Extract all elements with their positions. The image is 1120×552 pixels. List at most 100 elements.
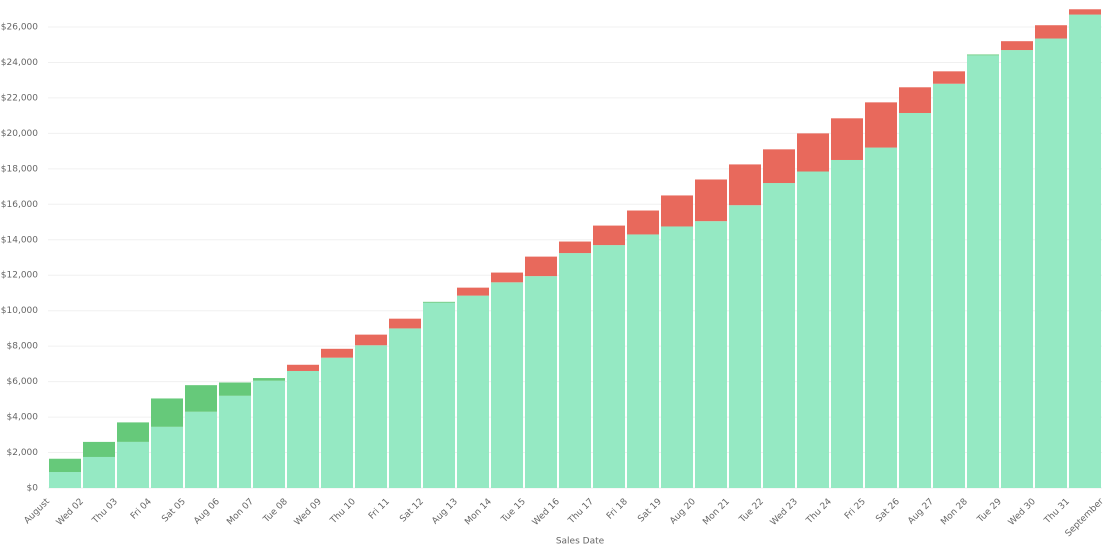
x-axis-title: Sales Date xyxy=(556,537,605,547)
x-tick-label: Tue 29 xyxy=(975,497,1004,526)
bar-segment xyxy=(457,287,489,296)
x-tick-label: Thu 17 xyxy=(566,497,596,527)
x-tick-label: Wed 09 xyxy=(293,497,324,528)
x-tick-label: Tue 22 xyxy=(737,497,766,526)
x-tick-label: Sat 05 xyxy=(160,497,188,525)
bar-segment xyxy=(797,133,829,172)
x-tick-label: Sat 12 xyxy=(398,497,426,525)
bar-segment xyxy=(763,149,795,184)
bar-segment xyxy=(695,221,727,488)
x-tick-label: Tue 08 xyxy=(261,497,290,526)
bar-segment xyxy=(661,195,693,227)
bar-segment xyxy=(593,225,625,246)
x-tick-label: Fri 11 xyxy=(367,497,392,522)
bar-segment xyxy=(219,382,251,396)
y-tick-label: $10,000 xyxy=(1,306,38,316)
bar-segment xyxy=(525,276,557,488)
bar-segment xyxy=(593,245,625,488)
y-tick-label: $12,000 xyxy=(1,271,38,281)
x-tick-label: Mon 07 xyxy=(225,497,256,528)
x-tick-label: Wed 30 xyxy=(1007,497,1038,528)
bar-segment xyxy=(389,328,421,488)
bar-segment xyxy=(49,472,81,488)
x-tick-label: Thu 03 xyxy=(90,497,120,527)
bar-segment xyxy=(1035,25,1067,39)
x-tick-label: Fri 18 xyxy=(605,497,630,522)
bar-segment xyxy=(661,226,693,488)
bar-segment xyxy=(1069,14,1101,488)
bar-segment xyxy=(559,253,591,488)
bar-segment xyxy=(797,171,829,488)
x-tick-label: August xyxy=(23,496,53,526)
bar-segment xyxy=(933,71,965,84)
bar-segment xyxy=(151,426,183,488)
bar-segment xyxy=(287,364,319,371)
y-tick-label: $24,000 xyxy=(1,58,38,68)
y-tick-label: $8,000 xyxy=(7,342,39,352)
y-tick-label: $16,000 xyxy=(1,200,38,210)
bar-segment xyxy=(185,411,217,488)
bar-segment xyxy=(967,55,999,488)
x-tick-label: Mon 21 xyxy=(701,497,732,528)
bar-segment xyxy=(49,458,81,473)
bar-segment xyxy=(355,345,387,488)
bar-segment xyxy=(321,348,353,358)
bar-segment xyxy=(355,334,387,346)
bar-segment xyxy=(865,102,897,148)
bar-segment xyxy=(117,441,149,488)
bar-segment xyxy=(1035,38,1067,489)
bar-segment xyxy=(253,380,285,488)
bar-segment xyxy=(967,54,999,56)
bar-segment xyxy=(491,272,523,283)
bar-segment xyxy=(899,112,931,488)
bar-segment xyxy=(899,87,931,113)
bar-segment xyxy=(83,441,115,457)
bar-segment xyxy=(1001,50,1033,489)
bar-segment xyxy=(559,241,591,254)
bar-segment xyxy=(525,256,557,277)
bar-segment xyxy=(729,164,761,206)
bar-segment xyxy=(457,295,489,488)
bar-segment xyxy=(933,83,965,488)
y-tick-label: $2,000 xyxy=(7,448,39,458)
y-tick-label: $20,000 xyxy=(1,129,38,139)
y-tick-label: $18,000 xyxy=(1,164,38,174)
x-tick-label: Tue 15 xyxy=(499,497,528,526)
y-tick-label: $26,000 xyxy=(1,23,38,33)
bar-segment xyxy=(423,302,455,488)
x-tick-label: Sat 26 xyxy=(874,497,902,525)
bar-segment xyxy=(83,456,115,488)
y-tick-label: $22,000 xyxy=(1,93,38,103)
y-tick-label: $0 xyxy=(27,484,39,494)
y-tick-label: $4,000 xyxy=(7,413,39,423)
bar-segment xyxy=(423,301,455,303)
y-tick-label: $14,000 xyxy=(1,235,38,245)
bar-segment xyxy=(185,385,217,412)
bar-segment xyxy=(219,395,251,488)
y-tick-label: $6,000 xyxy=(7,377,39,387)
x-tick-label: Aug 13 xyxy=(430,497,460,527)
bar-segment xyxy=(1069,9,1101,15)
bar-segment xyxy=(389,318,421,329)
bar-segment xyxy=(627,234,659,488)
bar-segment xyxy=(491,282,523,488)
bar-segment xyxy=(729,205,761,489)
bar-segment xyxy=(831,159,863,488)
x-tick-label: Thu 31 xyxy=(1042,497,1072,527)
x-tick-label: Aug 27 xyxy=(906,497,936,527)
x-tick-label: Aug 20 xyxy=(668,497,698,527)
bar-segment xyxy=(287,370,319,488)
x-tick-label: Mon 28 xyxy=(939,497,970,528)
bar-segment xyxy=(865,147,897,489)
bar-segment xyxy=(151,398,183,427)
x-tick-label: Sat 19 xyxy=(636,497,664,525)
x-tick-label: Wed 16 xyxy=(531,497,562,528)
bar-segment xyxy=(1001,41,1033,51)
bar-segment xyxy=(321,357,353,488)
x-tick-label: Fri 25 xyxy=(843,497,868,522)
bar-segment xyxy=(831,118,863,160)
x-tick-label: Thu 24 xyxy=(804,497,834,527)
x-tick-label: Wed 02 xyxy=(55,497,86,528)
bar-segment xyxy=(763,183,795,488)
